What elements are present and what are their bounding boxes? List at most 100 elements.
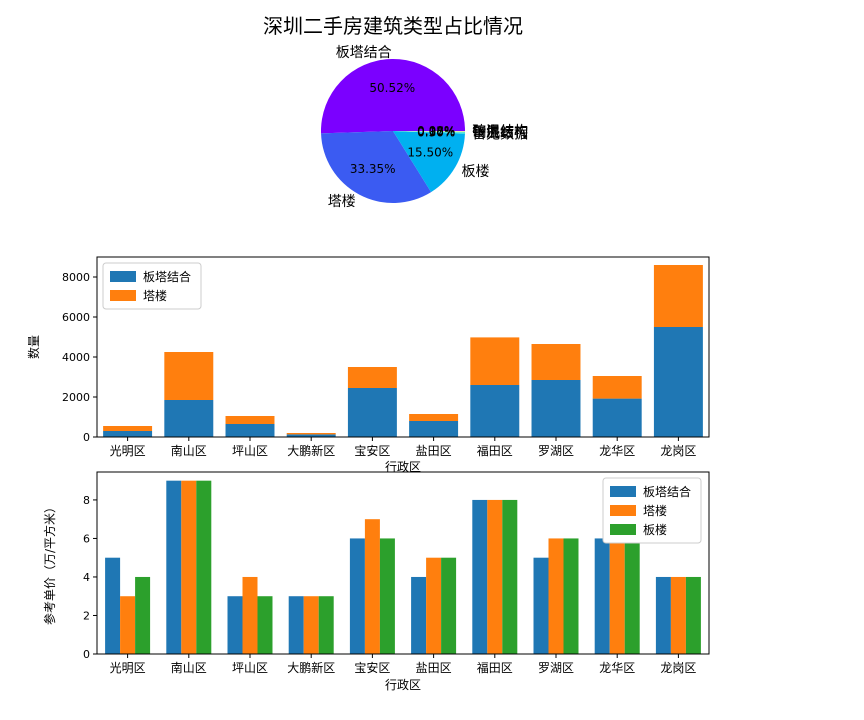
stacked-bar-xtick-label: 龙华区 (599, 444, 635, 458)
grouped-bar (303, 596, 319, 654)
stacked-bar-ylabel: 数量 (26, 335, 41, 359)
grouped-bar (227, 596, 243, 654)
grouped-bar-xlabel: 行政区 (385, 678, 421, 692)
stacked-bar-segment (347, 388, 397, 437)
grouped-bar (257, 596, 273, 654)
stacked-bar-plot-frame (96, 256, 710, 438)
grouped-bar-legend-swatch (610, 486, 636, 497)
grouped-bar (426, 557, 442, 654)
stacked-bar-xtick-label: 光明区 (110, 444, 146, 458)
pie-slice-percent: 0.30% (417, 125, 455, 139)
grouped-bar (181, 480, 197, 654)
grouped-bar-ytick-label: 0 (83, 648, 90, 661)
grouped-bar-legend-label: 塔楼 (643, 503, 667, 518)
pie-slice-label: 板塔结合 (336, 45, 392, 61)
pie-title: 深圳二手房建筑类型占比情况 (263, 14, 523, 38)
grouped-bar (548, 538, 564, 654)
grouped-bar-ylabel: 参考单价（万/平方米） (42, 501, 57, 625)
stacked-bar-segment (164, 400, 214, 437)
grouped-bar (364, 519, 380, 654)
pie-slice (393, 131, 465, 134)
stacked-bar-segment (409, 421, 459, 437)
stacked-bar-xtick-label: 盐田区 (416, 444, 452, 458)
stacked-bar-legend-label: 板塔结合 (143, 269, 191, 284)
grouped-bar-legend-label: 板塔结合 (643, 484, 691, 499)
stacked-bar-segment (225, 416, 275, 424)
stacked-bar-xtick-label: 大鹏新区 (287, 443, 335, 458)
grouped-bar-legend-label: 板楼 (643, 522, 667, 537)
grouped-bar-xtick-label: 龙岗区 (660, 661, 696, 675)
grouped-bar (318, 596, 334, 654)
stacked-bar-ytick-label: 8000 (62, 271, 90, 284)
grouped-bar (502, 499, 518, 654)
grouped-bar-xtick-label: 罗湖区 (538, 660, 574, 675)
grouped-bar (655, 576, 671, 654)
grouped-bar (120, 596, 136, 654)
grouped-bar (288, 596, 304, 654)
grouped-bar (242, 576, 258, 654)
grouped-bar-xtick-label: 南山区 (171, 660, 207, 675)
pie-slice-percent: 0.17% (417, 125, 455, 139)
stacked-bar-segment (470, 337, 520, 385)
grouped-bar-ytick-label: 4 (83, 571, 90, 584)
stacked-bar-segment (470, 385, 520, 437)
grouped-bar-ytick-label: 6 (83, 532, 90, 545)
grouped-bar (349, 538, 365, 654)
stacked-bar-segment (409, 414, 459, 421)
stacked-bar-segment (286, 434, 336, 437)
stacked-bar-legend-label: 塔楼 (143, 288, 167, 303)
pie-slice-percent: 0.08% (417, 124, 455, 138)
grouped-bar-legend-swatch (610, 505, 636, 516)
grouped-bar-xtick-label: 宝安区 (354, 660, 390, 675)
grouped-bar (624, 538, 640, 654)
pie-slice-percent: 33.35% (350, 162, 396, 176)
grouped-bar (196, 480, 212, 654)
pie-slice (321, 58, 466, 134)
stacked-bar-xtick-label: 宝安区 (354, 443, 390, 458)
stacked-bar-segment (592, 398, 642, 437)
grouped-bar (411, 576, 427, 654)
pie-slice-percent: 50.52% (369, 81, 415, 95)
grouped-bar (441, 557, 457, 654)
stacked-bar-segment (531, 380, 581, 437)
grouped-bar (135, 576, 151, 654)
pie-slice-percent: 0.08% (417, 124, 455, 138)
pie-slice-label: 塔楼 (328, 194, 356, 210)
grouped-bar (594, 538, 610, 654)
grouped-bar-xtick-label: 福田区 (477, 660, 513, 675)
pie-slice-percent: 15.50% (407, 146, 453, 160)
stacked-bar-segment (592, 376, 642, 399)
grouped-bar (563, 538, 579, 654)
stacked-bar-segment (225, 424, 275, 437)
grouped-bar-xtick-label: 大鹏新区 (287, 660, 335, 675)
grouped-bar (533, 557, 549, 654)
pie-slice-label: 砖混结构 (472, 124, 528, 140)
pie-chart: 深圳二手房建筑类型占比情况 板塔结合 50.52% 塔楼 33.35% 板楼 15.50%… (263, 14, 528, 210)
stacked-bar-xtick-label: 福田区 (477, 443, 513, 458)
grouped-bar-xtick-label: 坪山区 (232, 661, 268, 675)
grouped-bar-ytick-label: 8 (83, 494, 90, 507)
stacked-bar-xtick-label: 坪山区 (232, 444, 268, 458)
grouped-bar (487, 499, 503, 654)
pie-slice (393, 131, 466, 132)
stacked-bar-segment (286, 433, 336, 435)
grouped-bar (105, 557, 121, 654)
pie-slice (393, 131, 465, 133)
stacked-bar-segment (164, 352, 214, 400)
stacked-bar-xtick-label: 罗湖区 (538, 443, 574, 458)
stacked-bar-segment (103, 431, 153, 437)
grouped-bar-xtick-label: 盐田区 (416, 661, 452, 675)
stacked-bar-segment (103, 426, 153, 431)
grouped-bar-chart: 0 2 4 6 8 光明区 南山区 坪山区 大鹏新区 宝安区 盐田区 福田区 罗湖区 龙华区 龙岗区 行政区… (42, 471, 710, 692)
pie-slice-label: 暂无数据 (472, 126, 528, 142)
stacked-bar-xtick-label: 龙岗区 (660, 444, 696, 458)
stacked-bar-segment (653, 265, 703, 327)
stacked-bar-segment (531, 344, 581, 380)
stacked-bar-chart: 0 2000 4000 6000 8000 光明区 南山区 坪山区 大鹏新区 宝安区 盐田区 福田区 罗… (26, 256, 710, 474)
pie-slice (393, 131, 465, 193)
grouped-bar (379, 538, 395, 654)
grouped-bar-xtick-label: 光明区 (110, 661, 146, 675)
grouped-bar-plot-frame (96, 471, 710, 655)
